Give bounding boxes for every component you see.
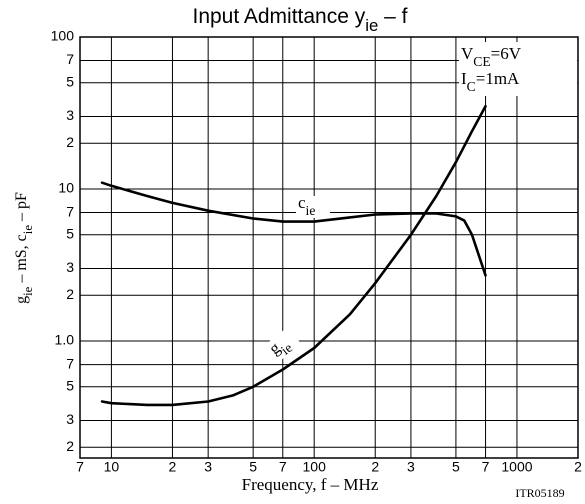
series-label-part: ie [306, 203, 316, 218]
x-tick-label: 7 [279, 459, 287, 475]
x-tick-label: 5 [249, 459, 257, 475]
series-line [100, 105, 487, 407]
y-tick-label: 3 [66, 259, 74, 275]
y-tick-label: 3 [66, 107, 74, 123]
y-tick-label: 100 [51, 28, 75, 44]
x-tick-label: 3 [407, 459, 415, 475]
y-tick-label: 5 [66, 73, 74, 89]
footnote: ITR05189 [515, 486, 564, 500]
y-tick-label: 7 [66, 51, 74, 67]
x-axis-label: Frequency, f – MHz [242, 475, 379, 494]
label-background [264, 326, 302, 363]
y-tick-label: 2 [66, 134, 74, 150]
annotation-part: =1mA [476, 69, 520, 88]
y-axis-label-part: ie [21, 286, 35, 296]
y-tick-label: 2 [66, 438, 74, 454]
y-tick-label: 2 [66, 286, 74, 302]
chart-title-part: Input Admittance y [192, 5, 365, 28]
y-tick-label: 10 [58, 180, 74, 196]
chart-title: Input Admittance yie – f [192, 5, 407, 35]
y-tick-label: 5 [66, 225, 74, 241]
series-line [100, 181, 487, 277]
annotation-part: I [461, 69, 467, 88]
x-tick-label: 2 [169, 459, 177, 475]
annotation-part: CE [473, 54, 490, 69]
y-axis-label: gie – mS, cie – pF [13, 192, 35, 304]
y-axis-label-part: – mS, c [13, 234, 30, 286]
y-tick-label: 7 [66, 203, 74, 219]
x-tick-label: 10 [104, 459, 120, 475]
x-tick-label: 2 [574, 459, 582, 475]
annotation: IC=1mA [461, 69, 520, 94]
y-tick-label: 3 [66, 411, 74, 427]
y-tick-label: 1.0 [55, 332, 75, 348]
label-background [459, 42, 577, 96]
y-axis-label-part: g [13, 296, 30, 304]
series-label-part: c [298, 193, 306, 212]
label-background [296, 196, 330, 218]
x-tick-label: 5 [452, 459, 460, 475]
y-axis-label-part: – pF [13, 192, 30, 225]
x-tick-label: 2 [371, 459, 379, 475]
y-tick-label: 7 [66, 355, 74, 371]
annotation-part: C [467, 79, 476, 94]
x-tick-label: 7 [482, 459, 490, 475]
series-label: cie [298, 193, 315, 218]
x-tick-label: 7 [76, 459, 84, 475]
y-tick-label: 5 [66, 377, 74, 393]
x-tick-label: 1000 [501, 459, 532, 475]
chart-title-part: – f [378, 5, 407, 28]
y-axis-label-part: ie [21, 225, 35, 235]
annotation-part: =6V [491, 44, 522, 63]
plot-frame [79, 36, 579, 459]
annotation-part: V [461, 44, 474, 63]
chart-title-part: ie [365, 16, 378, 35]
x-tick-label: 100 [303, 459, 327, 475]
x-tick-label: 3 [204, 459, 212, 475]
annotation: VCE=6V [461, 44, 522, 69]
